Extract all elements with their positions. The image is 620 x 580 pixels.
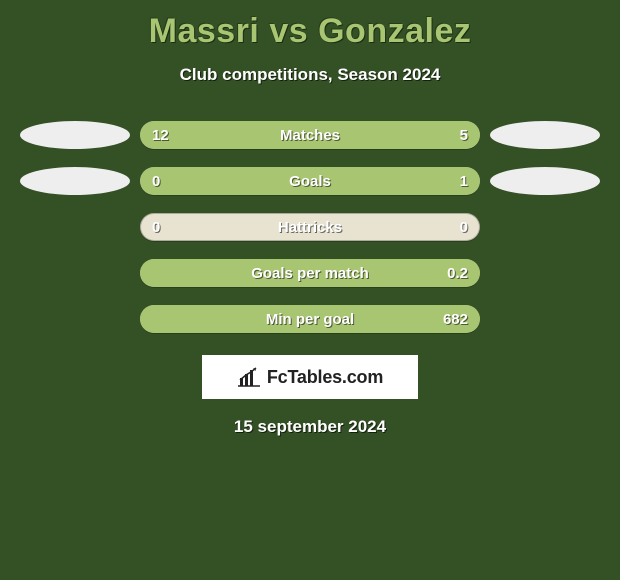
stat-bar: 12Matches5 [140,121,480,149]
bar-right-fill [371,121,480,149]
stat-row-min-per-goal: Min per goal682 [0,305,620,333]
stat-row-goals-per-match: Goals per match0.2 [0,259,620,287]
bar-right-fill [201,167,480,195]
stat-bar: 0Hattricks0 [140,213,480,241]
stat-bar: 0Goals1 [140,167,480,195]
subtitle: Club competitions, Season 2024 [0,65,620,85]
stat-row-hattricks: 0Hattricks0 [0,213,620,241]
date-label: 15 september 2024 [0,417,620,437]
avatar-slot-right [480,167,610,195]
avatar-slot-right [480,121,610,149]
comparison-infographic: Massri vs Gonzalez Club competitions, Se… [0,0,620,580]
brand-box: FcTables.com [202,355,418,399]
stat-label: Hattricks [140,213,480,241]
title-player-right: Gonzalez [318,12,471,50]
avatar-placeholder-icon [490,121,600,149]
avatar-placeholder-icon [20,121,130,149]
bar-left-fill [140,121,371,149]
bar-right-fill [140,259,480,287]
title-vs: vs [269,12,308,50]
stat-row-goals: 0Goals1 [0,167,620,195]
stat-value-left: 0 [152,213,160,241]
stat-bar: Goals per match0.2 [140,259,480,287]
brand-text: FcTables.com [267,367,383,388]
stat-bar: Min per goal682 [140,305,480,333]
avatar-placeholder-icon [490,167,600,195]
avatar-placeholder-icon [20,167,130,195]
bar-chart-icon [237,367,261,387]
stats-list: 12Matches5 0Goals1 0Hattricks0 Goals per ma… [0,121,620,333]
title-player-left: Massri [149,12,260,50]
bar-right-fill [140,305,480,333]
page-title: Massri vs Gonzalez [0,12,620,51]
stat-value-right: 0 [460,213,468,241]
bar-left-fill [140,167,201,195]
avatar-slot-left [10,167,140,195]
stat-row-matches: 12Matches5 [0,121,620,149]
avatar-slot-left [10,121,140,149]
